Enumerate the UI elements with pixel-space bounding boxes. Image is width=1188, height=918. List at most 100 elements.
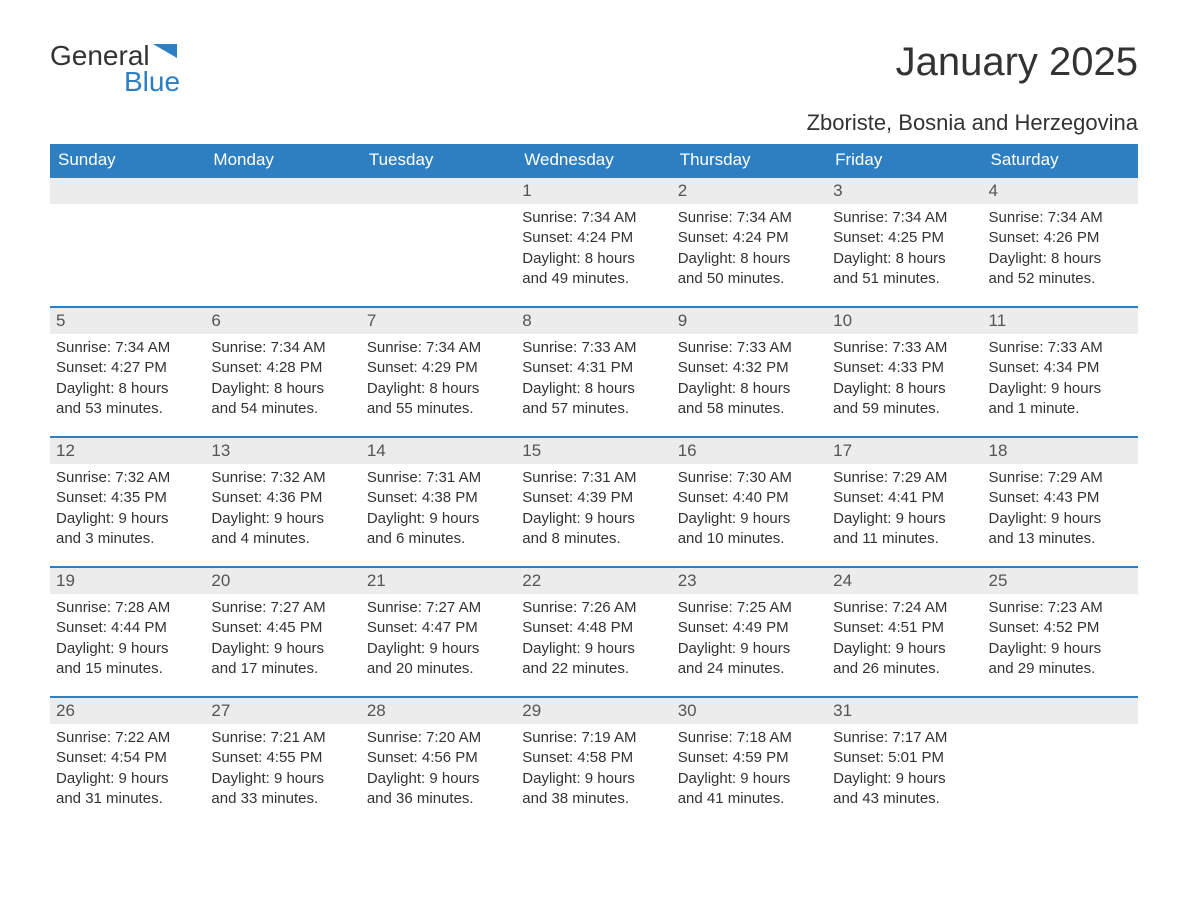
- daylight-line-1: Daylight: 9 hours: [678, 639, 821, 659]
- day-number: 24: [827, 568, 982, 594]
- day-number: 19: [50, 568, 205, 594]
- day-body: Sunrise: 7:33 AMSunset: 4:32 PMDaylight:…: [672, 334, 827, 429]
- day-body: Sunrise: 7:34 AMSunset: 4:24 PMDaylight:…: [516, 204, 671, 299]
- sunset-line: Sunset: 4:27 PM: [56, 358, 199, 378]
- day-body: Sunrise: 7:30 AMSunset: 4:40 PMDaylight:…: [672, 464, 827, 559]
- day-body: Sunrise: 7:33 AMSunset: 4:33 PMDaylight:…: [827, 334, 982, 429]
- sunset-line: Sunset: 4:54 PM: [56, 748, 199, 768]
- sunrise-line: Sunrise: 7:22 AM: [56, 728, 199, 748]
- sunrise-line: Sunrise: 7:17 AM: [833, 728, 976, 748]
- day-body: Sunrise: 7:32 AMSunset: 4:36 PMDaylight:…: [205, 464, 360, 559]
- week-row: 5Sunrise: 7:34 AMSunset: 4:27 PMDaylight…: [50, 306, 1138, 436]
- sunrise-line: Sunrise: 7:18 AM: [678, 728, 821, 748]
- daylight-line-2: and 41 minutes.: [678, 789, 821, 809]
- day-number: 13: [205, 438, 360, 464]
- daylight-line-1: Daylight: 8 hours: [678, 379, 821, 399]
- sunset-line: Sunset: 4:56 PM: [367, 748, 510, 768]
- daylight-line-2: and 15 minutes.: [56, 659, 199, 679]
- day-cell: 23Sunrise: 7:25 AMSunset: 4:49 PMDayligh…: [672, 568, 827, 696]
- day-cell: 31Sunrise: 7:17 AMSunset: 5:01 PMDayligh…: [827, 698, 982, 826]
- day-number: 2: [672, 178, 827, 204]
- day-cell: 26Sunrise: 7:22 AMSunset: 4:54 PMDayligh…: [50, 698, 205, 826]
- sunset-line: Sunset: 4:58 PM: [522, 748, 665, 768]
- sunrise-line: Sunrise: 7:24 AM: [833, 598, 976, 618]
- day-cell: 21Sunrise: 7:27 AMSunset: 4:47 PMDayligh…: [361, 568, 516, 696]
- daylight-line-1: Daylight: 9 hours: [989, 509, 1132, 529]
- sunset-line: Sunset: 4:26 PM: [989, 228, 1132, 248]
- day-cell: 28Sunrise: 7:20 AMSunset: 4:56 PMDayligh…: [361, 698, 516, 826]
- week-row: 12Sunrise: 7:32 AMSunset: 4:35 PMDayligh…: [50, 436, 1138, 566]
- daylight-line-1: Daylight: 8 hours: [833, 379, 976, 399]
- sunset-line: Sunset: 4:47 PM: [367, 618, 510, 638]
- sunset-line: Sunset: 4:41 PM: [833, 488, 976, 508]
- daylight-line-1: Daylight: 9 hours: [678, 509, 821, 529]
- daylight-line-2: and 6 minutes.: [367, 529, 510, 549]
- daylight-line-1: Daylight: 8 hours: [989, 249, 1132, 269]
- day-cell: [205, 178, 360, 306]
- sunset-line: Sunset: 4:29 PM: [367, 358, 510, 378]
- day-body: Sunrise: 7:22 AMSunset: 4:54 PMDaylight:…: [50, 724, 205, 819]
- sunrise-line: Sunrise: 7:25 AM: [678, 598, 821, 618]
- day-cell: 6Sunrise: 7:34 AMSunset: 4:28 PMDaylight…: [205, 308, 360, 436]
- daylight-line-1: Daylight: 9 hours: [833, 509, 976, 529]
- daylight-line-2: and 50 minutes.: [678, 269, 821, 289]
- day-number: 1: [516, 178, 671, 204]
- day-header: Tuesday: [361, 144, 516, 176]
- day-body: Sunrise: 7:31 AMSunset: 4:39 PMDaylight:…: [516, 464, 671, 559]
- day-number: 26: [50, 698, 205, 724]
- daylight-line-2: and 38 minutes.: [522, 789, 665, 809]
- daylight-line-2: and 20 minutes.: [367, 659, 510, 679]
- sunrise-line: Sunrise: 7:34 AM: [211, 338, 354, 358]
- day-number: 6: [205, 308, 360, 334]
- day-header: Saturday: [983, 144, 1138, 176]
- sunset-line: Sunset: 4:48 PM: [522, 618, 665, 638]
- day-cell: 8Sunrise: 7:33 AMSunset: 4:31 PMDaylight…: [516, 308, 671, 436]
- sunset-line: Sunset: 4:34 PM: [989, 358, 1132, 378]
- daylight-line-1: Daylight: 8 hours: [367, 379, 510, 399]
- daylight-line-2: and 8 minutes.: [522, 529, 665, 549]
- sunset-line: Sunset: 4:44 PM: [56, 618, 199, 638]
- sunset-line: Sunset: 4:39 PM: [522, 488, 665, 508]
- day-number: 10: [827, 308, 982, 334]
- sunrise-line: Sunrise: 7:28 AM: [56, 598, 199, 618]
- day-number: 17: [827, 438, 982, 464]
- calendar: SundayMondayTuesdayWednesdayThursdayFrid…: [50, 144, 1138, 826]
- daylight-line-1: Daylight: 9 hours: [56, 509, 199, 529]
- logo-flag-icon: [153, 44, 183, 69]
- sunset-line: Sunset: 4:25 PM: [833, 228, 976, 248]
- sunrise-line: Sunrise: 7:21 AM: [211, 728, 354, 748]
- sunset-line: Sunset: 4:51 PM: [833, 618, 976, 638]
- day-number: 22: [516, 568, 671, 594]
- day-number: 25: [983, 568, 1138, 594]
- day-number: [983, 698, 1138, 724]
- daylight-line-2: and 31 minutes.: [56, 789, 199, 809]
- sunset-line: Sunset: 4:32 PM: [678, 358, 821, 378]
- sunrise-line: Sunrise: 7:27 AM: [211, 598, 354, 618]
- day-cell: 27Sunrise: 7:21 AMSunset: 4:55 PMDayligh…: [205, 698, 360, 826]
- day-number: 20: [205, 568, 360, 594]
- sunset-line: Sunset: 4:24 PM: [522, 228, 665, 248]
- day-body: Sunrise: 7:34 AMSunset: 4:29 PMDaylight:…: [361, 334, 516, 429]
- day-body: Sunrise: 7:25 AMSunset: 4:49 PMDaylight:…: [672, 594, 827, 689]
- daylight-line-1: Daylight: 9 hours: [211, 639, 354, 659]
- sunrise-line: Sunrise: 7:31 AM: [367, 468, 510, 488]
- day-cell: 1Sunrise: 7:34 AMSunset: 4:24 PMDaylight…: [516, 178, 671, 306]
- daylight-line-1: Daylight: 9 hours: [367, 639, 510, 659]
- day-cell: 25Sunrise: 7:23 AMSunset: 4:52 PMDayligh…: [983, 568, 1138, 696]
- day-body: Sunrise: 7:28 AMSunset: 4:44 PMDaylight:…: [50, 594, 205, 689]
- day-body: Sunrise: 7:34 AMSunset: 4:25 PMDaylight:…: [827, 204, 982, 299]
- sunrise-line: Sunrise: 7:34 AM: [367, 338, 510, 358]
- day-header: Sunday: [50, 144, 205, 176]
- week-row: 19Sunrise: 7:28 AMSunset: 4:44 PMDayligh…: [50, 566, 1138, 696]
- day-cell: 14Sunrise: 7:31 AMSunset: 4:38 PMDayligh…: [361, 438, 516, 566]
- day-number: 21: [361, 568, 516, 594]
- day-number: 23: [672, 568, 827, 594]
- sunset-line: Sunset: 5:01 PM: [833, 748, 976, 768]
- daylight-line-1: Daylight: 9 hours: [678, 769, 821, 789]
- week-row: 1Sunrise: 7:34 AMSunset: 4:24 PMDaylight…: [50, 176, 1138, 306]
- daylight-line-2: and 58 minutes.: [678, 399, 821, 419]
- sunset-line: Sunset: 4:45 PM: [211, 618, 354, 638]
- sunrise-line: Sunrise: 7:34 AM: [522, 208, 665, 228]
- day-number: [50, 178, 205, 204]
- daylight-line-2: and 59 minutes.: [833, 399, 976, 419]
